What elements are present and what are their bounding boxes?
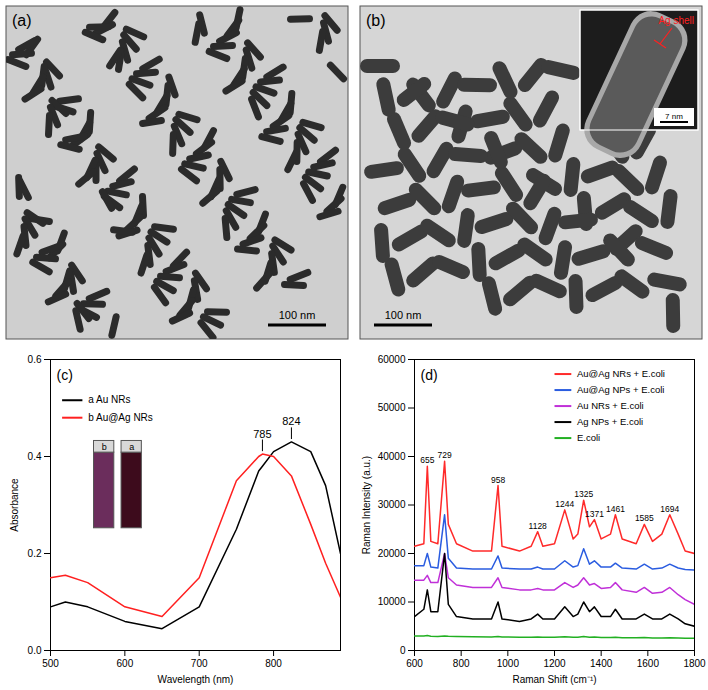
svg-text:1371: 1371 <box>585 509 604 519</box>
svg-text:824: 824 <box>282 415 300 427</box>
svg-text:1600: 1600 <box>637 658 660 669</box>
svg-text:1128: 1128 <box>529 521 548 531</box>
svg-text:10000: 10000 <box>378 596 406 607</box>
svg-text:Raman Intensity (a.u.): Raman Intensity (a.u.) <box>361 456 372 554</box>
svg-text:(b): (b) <box>366 12 386 29</box>
svg-text:0.4: 0.4 <box>28 451 42 462</box>
svg-text:0.2: 0.2 <box>28 548 42 559</box>
svg-text:0: 0 <box>400 645 406 656</box>
svg-text:Absorbance: Absorbance <box>9 478 20 532</box>
svg-text:0.0: 0.0 <box>28 645 42 656</box>
svg-text:Wavelength (nm): Wavelength (nm) <box>158 674 234 685</box>
svg-text:958: 958 <box>491 475 505 485</box>
svg-text:30000: 30000 <box>378 499 406 510</box>
svg-text:1200: 1200 <box>543 658 566 669</box>
svg-text:a: a <box>129 442 134 452</box>
svg-text:a Au NRs: a Au NRs <box>88 394 130 405</box>
svg-text:40000: 40000 <box>378 451 406 462</box>
svg-text:Ag shell: Ag shell <box>658 15 694 26</box>
svg-text:7 nm: 7 nm <box>665 112 683 121</box>
svg-text:1461: 1461 <box>606 504 625 514</box>
svg-text:1000: 1000 <box>497 658 520 669</box>
svg-text:100 nm: 100 nm <box>279 309 316 321</box>
svg-text:Ag NPs + E.coli: Ag NPs + E.coli <box>577 416 643 427</box>
svg-text:500: 500 <box>42 658 59 669</box>
svg-text:700: 700 <box>191 658 208 669</box>
svg-text:20000: 20000 <box>378 548 406 559</box>
svg-text:800: 800 <box>265 658 282 669</box>
svg-text:60000: 60000 <box>378 354 406 365</box>
svg-text:100 nm: 100 nm <box>385 309 422 321</box>
svg-text:Raman Shift (cm⁻¹): Raman Shift (cm⁻¹) <box>512 674 596 685</box>
svg-text:1585: 1585 <box>635 513 654 523</box>
svg-text:(c): (c) <box>57 367 73 383</box>
svg-text:50000: 50000 <box>378 402 406 413</box>
svg-text:(d): (d) <box>421 367 438 383</box>
svg-text:1800: 1800 <box>683 658 706 669</box>
svg-text:0.6: 0.6 <box>28 354 42 365</box>
svg-text:b Au@Ag NRs: b Au@Ag NRs <box>88 412 153 423</box>
svg-text:1244: 1244 <box>555 499 574 509</box>
svg-text:600: 600 <box>117 658 134 669</box>
svg-text:1694: 1694 <box>660 504 679 514</box>
svg-text:Au NRs + E.coli: Au NRs + E.coli <box>577 400 644 411</box>
svg-text:729: 729 <box>438 450 452 460</box>
svg-text:b: b <box>102 442 107 452</box>
svg-text:E.coli: E.coli <box>577 432 600 443</box>
svg-text:1400: 1400 <box>590 658 613 669</box>
svg-text:655: 655 <box>420 455 434 465</box>
svg-text:800: 800 <box>453 658 470 669</box>
svg-text:1325: 1325 <box>574 489 593 499</box>
svg-text:(a): (a) <box>12 12 32 29</box>
svg-text:Au@Ag NRs + E.coli: Au@Ag NRs + E.coli <box>577 368 665 379</box>
svg-text:600: 600 <box>406 658 423 669</box>
svg-text:Au@Ag NPs + E.coli: Au@Ag NPs + E.coli <box>577 384 665 395</box>
svg-text:785: 785 <box>253 428 271 440</box>
